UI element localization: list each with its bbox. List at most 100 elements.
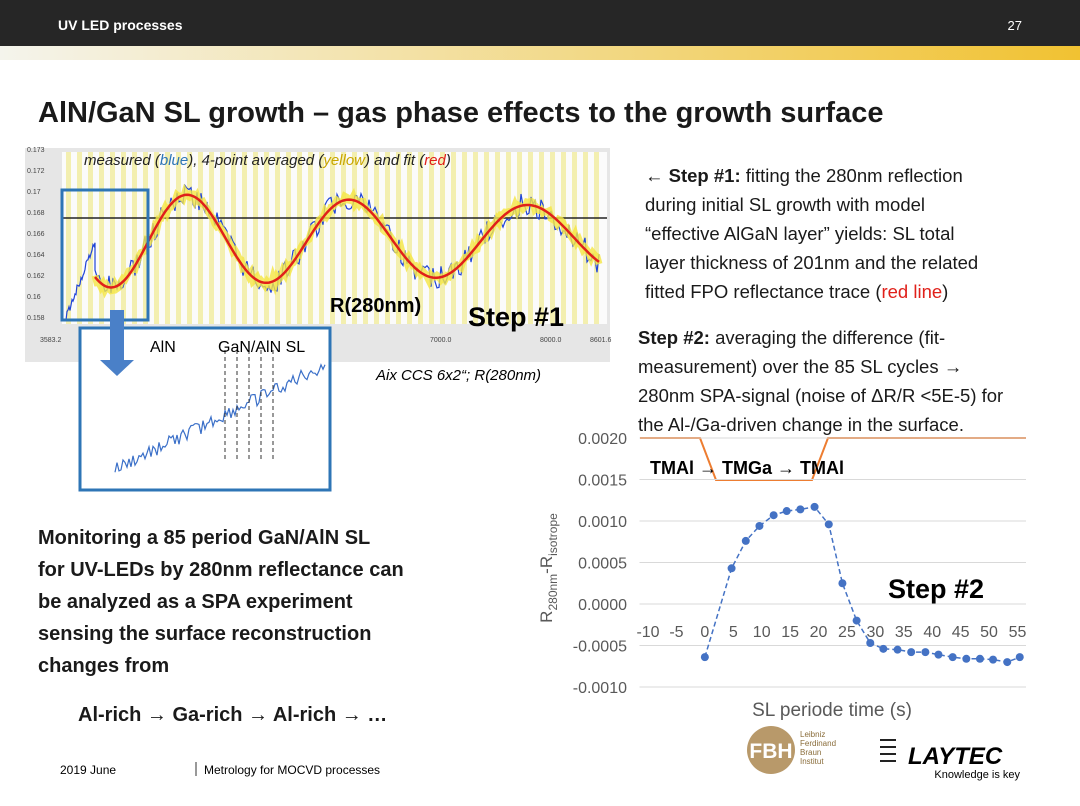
point <box>824 520 833 529</box>
stripe <box>341 152 346 324</box>
stripe <box>473 152 478 324</box>
phase-label: TMAl → TMGa → TMAl <box>650 458 844 478</box>
source: Aix CCS 6x2“; R(280nm) <box>375 367 541 384</box>
stripe <box>154 152 159 324</box>
text: ) <box>942 281 949 302</box>
point <box>893 645 902 654</box>
point <box>962 654 971 663</box>
sequence: Al-rich → Ga-rich → Al-rich → … <box>78 704 388 726</box>
point <box>934 650 943 659</box>
text: sensing the surface reconstruction <box>38 623 372 645</box>
y-tick-label: 0.0000 <box>578 597 627 614</box>
stripe <box>77 152 82 324</box>
y-tick-label: 0.0020 <box>578 431 627 448</box>
stripe <box>286 152 291 324</box>
x-tick-label: 15 <box>781 624 799 641</box>
x-tick-label: 55 <box>1009 624 1027 641</box>
x-tick-label: 25 <box>838 624 856 641</box>
point <box>989 655 998 664</box>
text: averaging the difference (fit- <box>715 327 946 348</box>
cycle-lines <box>224 350 274 460</box>
stripe <box>231 152 236 324</box>
point <box>810 502 819 511</box>
x-tick-label: 40 <box>923 624 941 641</box>
point <box>866 639 875 648</box>
header-bar <box>0 0 1080 46</box>
svg-text:Institut: Institut <box>800 757 824 766</box>
stripe <box>176 152 181 324</box>
stripe <box>220 152 225 324</box>
point <box>838 579 847 588</box>
point <box>755 521 764 530</box>
text: for UV-LEDs by 280nm reflectance can <box>38 559 404 581</box>
text: changes from <box>38 655 170 677</box>
point <box>782 507 791 516</box>
stripe <box>374 152 379 324</box>
stripe <box>550 152 555 324</box>
inset-label: AlN <box>150 339 176 356</box>
text: Monitoring a 85 period GaN/AlN SL <box>38 527 371 549</box>
fbh: FBH <box>749 740 792 763</box>
tick-label: 0.168 <box>27 210 45 217</box>
step1-label: ← Step #1: <box>645 165 741 186</box>
step2-tag: Step #2 <box>888 574 984 604</box>
tick-label: 0.166 <box>27 231 45 238</box>
y-tick-label: -0.0010 <box>573 680 627 697</box>
tick-label: 7000.0 <box>430 337 452 344</box>
y-tick-label: 0.0015 <box>578 473 627 490</box>
tick-label: 0.173 <box>27 147 45 154</box>
tick-label: 0.158 <box>27 315 45 322</box>
point <box>769 511 778 520</box>
stripe <box>275 152 280 324</box>
stripe <box>561 152 566 324</box>
text: fitted FPO reflectance trace ( <box>645 281 882 302</box>
svg-text:Braun: Braun <box>800 748 821 757</box>
x-tick-label: 5 <box>729 624 738 641</box>
text: layer thickness of 201nm and the related <box>645 252 979 273</box>
stripe <box>462 152 467 324</box>
x-tick-label: 0 <box>700 624 709 641</box>
stripe <box>132 152 137 324</box>
step1-tag: Step #1 <box>468 302 564 332</box>
text: the Al-/Ga-driven change in the surface. <box>638 414 964 435</box>
arrow <box>100 310 134 376</box>
y-tick-label: -0.0005 <box>573 639 627 656</box>
monitoring: Monitoring a 85 period GaN/AlN SL for UV… <box>38 522 404 682</box>
stripe <box>517 152 522 324</box>
stripe <box>363 152 368 324</box>
x-tick-label: -10 <box>636 624 659 641</box>
laytec-mark <box>880 739 896 762</box>
inset-label: GaN/AlN SL <box>218 339 305 356</box>
text: be analyzed as a SPA experiment <box>38 591 353 613</box>
stripe <box>429 152 434 324</box>
stripe <box>264 152 269 324</box>
stripe <box>495 152 500 324</box>
point <box>921 648 930 657</box>
tick-label: 0.172 <box>27 168 45 175</box>
laytec: LAYTEC <box>908 743 1003 770</box>
text: during initial SL growth with model <box>645 194 926 215</box>
x-tick-label: 50 <box>980 624 998 641</box>
chart: -0.0010 -0.0005 0.0000 0.0005 0.0010 0.0015 0.… <box>573 431 1027 697</box>
stripe <box>242 152 247 324</box>
stripe <box>506 152 511 324</box>
tick-label: 0.17 <box>27 189 41 196</box>
stripe <box>110 152 115 324</box>
x-tick-label: 20 <box>810 624 828 641</box>
text: measurement) over the 85 SL cycles → <box>638 356 963 377</box>
point <box>879 644 888 653</box>
text: “effective AlGaN layer” yields: SL total <box>645 223 955 244</box>
tick-label: 0.164 <box>27 252 45 259</box>
highlight: red line <box>881 281 943 302</box>
stripe <box>66 152 71 324</box>
tick-label: 0.162 <box>27 273 45 280</box>
stripe <box>165 152 170 324</box>
page-number: 27 <box>1008 18 1022 33</box>
screenshot1-ticks: 0.173 0.172 0.17 0.168 0.166 0.164 0.162 0.16 0.… <box>27 147 612 344</box>
stripe <box>187 152 192 324</box>
date: 2019 June <box>60 763 116 777</box>
stripe <box>121 152 126 324</box>
zoom-trace <box>114 363 326 473</box>
